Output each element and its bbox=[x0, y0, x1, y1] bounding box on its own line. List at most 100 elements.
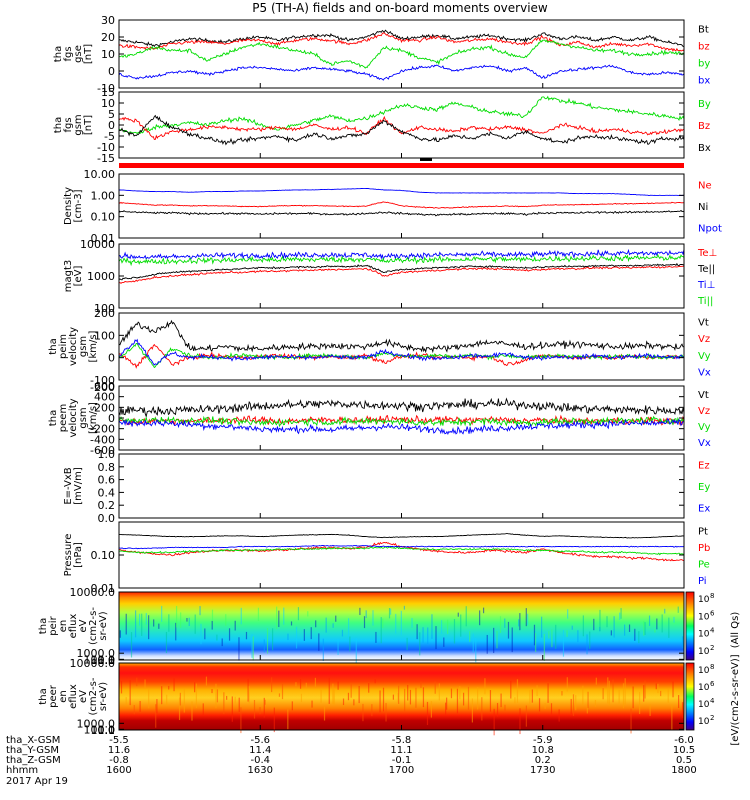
colorbar-tick-exponent: 6 bbox=[710, 609, 715, 617]
y-axis-label: eV bbox=[78, 619, 89, 632]
heatmap-streak bbox=[504, 704, 506, 711]
heatmap-streak bbox=[562, 630, 565, 657]
heatmap-streak bbox=[310, 627, 312, 640]
heatmap-streak bbox=[134, 610, 137, 638]
heatmap-streak bbox=[462, 692, 465, 706]
heatmap-streak bbox=[409, 689, 412, 705]
y-axis-label: Density bbox=[63, 187, 74, 225]
y-axis-label: peim bbox=[58, 334, 69, 359]
heatmap-streak bbox=[395, 613, 397, 634]
heatmap-streak bbox=[311, 700, 313, 708]
heatmap-streak bbox=[271, 677, 273, 693]
heatmap-streak bbox=[558, 709, 560, 722]
heatmap-streak bbox=[570, 698, 572, 714]
y-tick-label: 200 bbox=[94, 307, 115, 320]
x-annotation-label: hhmm bbox=[6, 765, 38, 776]
x-tick-value: 10.5 bbox=[673, 745, 695, 756]
legend-Vy: Vy bbox=[698, 422, 711, 433]
heatmap-streak bbox=[251, 634, 253, 658]
heatmap-streak bbox=[622, 683, 625, 709]
heatmap-streak bbox=[125, 613, 127, 635]
heatmap-streak bbox=[582, 685, 584, 706]
heatmap-streak bbox=[278, 610, 280, 628]
heatmap-streak bbox=[489, 690, 492, 712]
heatmap-streak bbox=[567, 609, 569, 619]
x-tick-value: 1800 bbox=[671, 765, 696, 776]
heatmap-streak bbox=[350, 684, 352, 698]
panel-frame bbox=[118, 19, 685, 89]
heatmap-streak bbox=[594, 699, 597, 707]
heatmap-streak bbox=[431, 614, 433, 639]
heatmap-streak bbox=[303, 629, 305, 641]
series-Ti||-line bbox=[118, 253, 685, 267]
heatmap-streak bbox=[349, 636, 351, 652]
heatmap-streak bbox=[551, 629, 553, 648]
y-tick-label: 0.1 bbox=[98, 724, 116, 737]
heatmap-streak bbox=[368, 683, 370, 693]
heatmap-streak bbox=[252, 636, 254, 661]
heatmap-streak bbox=[511, 627, 513, 653]
heatmap-streak bbox=[178, 697, 181, 721]
heatmap-streak bbox=[624, 678, 626, 705]
heatmap-streak bbox=[281, 683, 284, 700]
heatmap-streak bbox=[278, 693, 281, 697]
heatmap-streak bbox=[543, 633, 545, 661]
heatmap-streak bbox=[328, 677, 330, 704]
heatmap-streak bbox=[525, 608, 527, 627]
legend-Te||: Te|| bbox=[697, 264, 715, 275]
heatmap-streak bbox=[291, 701, 293, 711]
series-By-line bbox=[118, 95, 685, 135]
y-axis-label: tha bbox=[53, 117, 64, 133]
heatmap-streak bbox=[388, 607, 391, 619]
heatmap-streak bbox=[333, 687, 335, 705]
y-tick-label: 30 bbox=[101, 14, 115, 27]
y-tick-label: 0.4 bbox=[98, 486, 116, 499]
y-axis-label: E=-VxB bbox=[63, 467, 74, 504]
heatmap-streak bbox=[435, 626, 437, 650]
heatmap-streak bbox=[363, 616, 366, 629]
heatmap-streak bbox=[337, 639, 339, 655]
heatmap-streak bbox=[191, 701, 193, 721]
heatmap-streak bbox=[259, 707, 261, 715]
heatmap-streak bbox=[566, 677, 568, 692]
legend-Te⊥: Te⊥ bbox=[697, 248, 717, 259]
heatmap-streak bbox=[332, 623, 334, 628]
y-tick-label: 0.6 bbox=[98, 474, 116, 487]
x-tick-value: 1630 bbox=[248, 765, 273, 776]
x-annotation-label: tha_Z-GSM bbox=[6, 755, 61, 766]
y-axis-label: tha bbox=[53, 46, 64, 62]
series-Pt-line bbox=[118, 533, 685, 539]
heatmap-streak bbox=[678, 695, 680, 709]
heatmap-streak bbox=[371, 704, 373, 717]
heatmap-streak bbox=[153, 619, 155, 627]
heatmap-streak bbox=[400, 610, 402, 636]
y-axis-label: gse bbox=[73, 45, 84, 63]
y-axis-label: eV bbox=[78, 690, 89, 703]
chart-title: P5 (TH-A) fields and on-board moments ov… bbox=[252, 1, 548, 15]
y-tick-label: 15 bbox=[101, 86, 115, 99]
heatmap-streak bbox=[359, 607, 361, 616]
y-axis-label: peer bbox=[48, 684, 59, 708]
colorbar-title: [eV/(cm2-s-sr-eV)] bbox=[730, 654, 741, 745]
y-tick-label: 1.00 bbox=[91, 189, 116, 202]
heatmap-streak bbox=[314, 677, 317, 687]
heatmap-streak bbox=[320, 689, 322, 703]
y-tick-label: 1.0 bbox=[98, 724, 116, 737]
y-tick-label: 100 bbox=[94, 329, 115, 342]
heatmap-streak bbox=[216, 689, 219, 703]
heatmap-streak bbox=[484, 678, 486, 695]
heatmap-streak bbox=[519, 613, 521, 631]
series-Vx-line bbox=[118, 417, 685, 436]
y-axis-label: (cm2-s- bbox=[88, 607, 99, 645]
legend-Pb: Pb bbox=[698, 543, 710, 554]
y-tick-label: 600 bbox=[94, 380, 115, 393]
heatmap-streak bbox=[660, 690, 662, 697]
heatmap-streak bbox=[681, 636, 684, 648]
heatmap-streak bbox=[456, 688, 459, 714]
heatmap-streak bbox=[194, 682, 196, 693]
heatmap-streak bbox=[571, 625, 573, 630]
y-tick-label: 0 bbox=[108, 119, 115, 132]
heatmap-streak bbox=[422, 627, 424, 643]
